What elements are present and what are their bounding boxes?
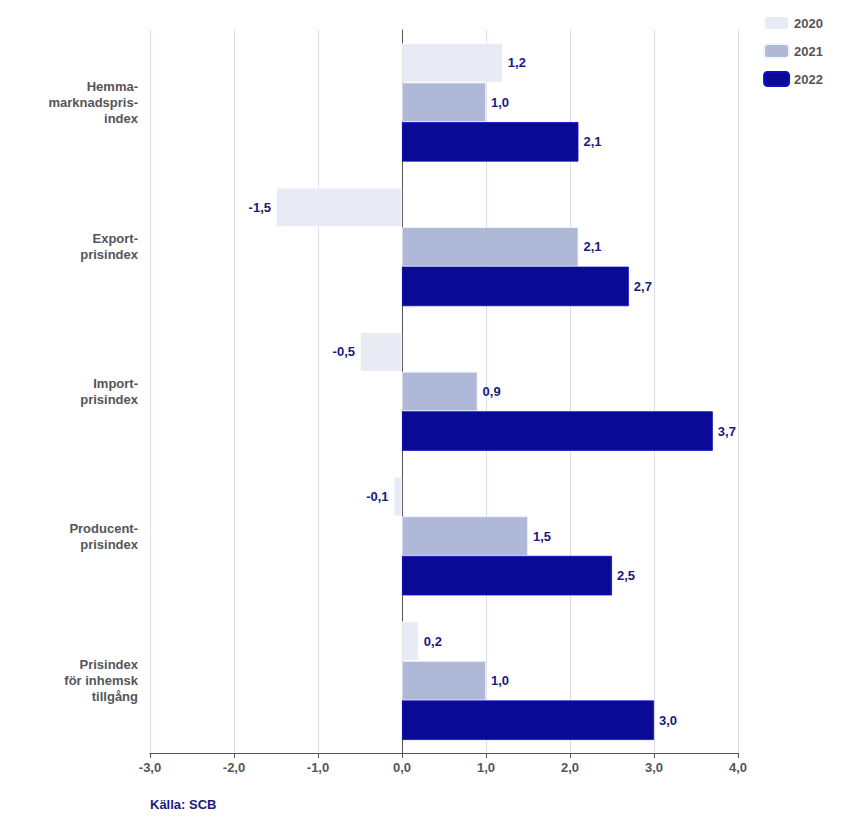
svg-text:3,7: 3,7 bbox=[718, 424, 736, 439]
svg-text:1,5: 1,5 bbox=[533, 529, 551, 544]
svg-text:2022: 2022 bbox=[794, 72, 823, 87]
svg-text:2,7: 2,7 bbox=[634, 279, 652, 294]
svg-text:-3,0: -3,0 bbox=[139, 760, 161, 775]
svg-text:marknadspris-: marknadspris- bbox=[48, 95, 138, 110]
svg-text:Hemma-: Hemma- bbox=[87, 79, 138, 94]
svg-text:Export-: Export- bbox=[93, 231, 139, 246]
svg-text:-0,1: -0,1 bbox=[366, 489, 388, 504]
svg-text:2,1: 2,1 bbox=[583, 134, 601, 149]
svg-text:för inhemsk: för inhemsk bbox=[64, 673, 138, 688]
svg-text:prisindex: prisindex bbox=[80, 537, 139, 552]
svg-text:3,0: 3,0 bbox=[659, 713, 677, 728]
svg-text:3,0: 3,0 bbox=[645, 760, 663, 775]
svg-text:2020: 2020 bbox=[794, 16, 823, 31]
svg-text:prisindex: prisindex bbox=[80, 392, 139, 407]
svg-text:4,0: 4,0 bbox=[729, 760, 747, 775]
svg-text:0,2: 0,2 bbox=[424, 634, 442, 649]
svg-text:-0,5: -0,5 bbox=[333, 344, 355, 359]
svg-text:index: index bbox=[104, 111, 139, 126]
svg-text:2,1: 2,1 bbox=[583, 239, 601, 254]
svg-text:-2,0: -2,0 bbox=[223, 760, 245, 775]
svg-text:Import-: Import- bbox=[93, 376, 138, 391]
svg-text:-1,5: -1,5 bbox=[249, 200, 271, 215]
svg-text:prisindex: prisindex bbox=[80, 247, 139, 262]
svg-text:1,0: 1,0 bbox=[491, 673, 509, 688]
svg-text:0,0: 0,0 bbox=[393, 760, 411, 775]
svg-text:0,9: 0,9 bbox=[483, 384, 501, 399]
svg-text:1,0: 1,0 bbox=[491, 95, 509, 110]
svg-text:Prisindex: Prisindex bbox=[79, 657, 138, 672]
svg-text:1,2: 1,2 bbox=[508, 55, 526, 70]
svg-text:Producent-: Producent- bbox=[69, 521, 138, 536]
svg-text:2021: 2021 bbox=[794, 44, 823, 59]
svg-text:-1,0: -1,0 bbox=[307, 760, 329, 775]
svg-text:1,0: 1,0 bbox=[477, 760, 495, 775]
svg-text:2,5: 2,5 bbox=[617, 568, 635, 583]
svg-text:tillgång: tillgång bbox=[92, 689, 138, 704]
svg-text:Källa: SCB: Källa: SCB bbox=[150, 797, 216, 812]
svg-text:2,0: 2,0 bbox=[561, 760, 579, 775]
